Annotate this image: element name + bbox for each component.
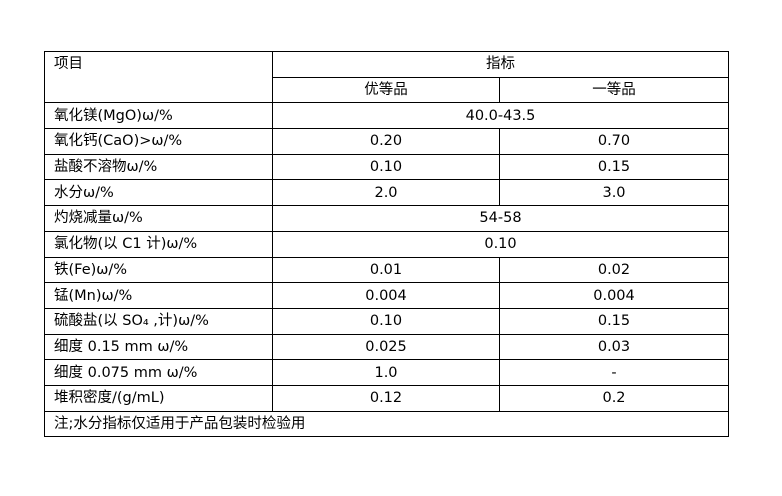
table-row: 硫酸盐(以 SO₄ ,计)ω/% 0.10 0.15 — [44, 307, 729, 335]
header-grade-first: 一等品 — [499, 76, 729, 104]
row-name: 锰(Mn)ω/% — [44, 282, 273, 309]
table-row: 锰(Mn)ω/% 0.004 0.004 — [44, 282, 729, 309]
specification-table: 项目 指标 优等品 一等品 氧化镁(MgO)ω/% 40.0-43.5 氧化钙(Ca… — [44, 50, 729, 438]
header-grade-premium: 优等品 — [272, 76, 500, 104]
row-value-premium: 0.20 — [272, 128, 500, 155]
table-row: 氧化钙(CaO)>ω/% 0.20 0.70 — [44, 128, 729, 155]
row-value-merged: 40.0-43.5 — [272, 102, 729, 130]
table-row: 堆积密度/(g/mL) 0.12 0.2 — [44, 384, 729, 412]
row-value-premium: 0.004 — [272, 282, 500, 309]
table-row: 盐酸不溶物ω/% 0.10 0.15 — [44, 153, 729, 181]
row-name: 灼烧减量ω/% — [44, 205, 273, 232]
row-value-first: 0.70 — [499, 128, 729, 155]
row-value-first: 0.03 — [499, 333, 729, 361]
table-row: 铁(Fe)ω/% 0.01 0.02 — [44, 256, 729, 284]
row-value-merged: 0.10 — [272, 230, 729, 258]
row-name: 氧化钙(CaO)>ω/% — [44, 128, 273, 155]
row-name: 氯化物(以 C1 计)ω/% — [44, 230, 273, 258]
table-row: 细度 0.15 mm ω/% 0.025 0.03 — [44, 333, 729, 361]
row-value-premium: 1.0 — [272, 359, 500, 386]
row-value-premium: 0.025 — [272, 333, 500, 361]
table-row: 氯化物(以 C1 计)ω/% 0.10 — [44, 230, 729, 258]
row-value-first: 0.15 — [499, 153, 729, 181]
header-item: 项目 — [44, 50, 273, 104]
row-name: 氧化镁(MgO)ω/% — [44, 102, 273, 130]
header-indicator: 指标 — [272, 51, 729, 78]
table-row: 灼烧减量ω/% 54-58 — [44, 205, 729, 232]
row-value-first: 0.004 — [499, 282, 729, 309]
row-name: 堆积密度/(g/mL) — [44, 384, 273, 412]
table-row: 氧化镁(MgO)ω/% 40.0-43.5 — [44, 102, 729, 130]
row-name: 硫酸盐(以 SO₄ ,计)ω/% — [44, 307, 273, 335]
row-value-first: 0.15 — [499, 307, 729, 335]
row-value-premium: 2.0 — [272, 179, 500, 207]
table-row: 细度 0.075 mm ω/% 1.0- — [44, 359, 729, 386]
note-row: 注;水分指标仅适用于产品包装时检验用 — [44, 410, 729, 438]
row-name: 细度 0.075 mm ω/% — [44, 359, 273, 386]
row-value-merged: 54-58 — [272, 205, 729, 232]
row-name: 铁(Fe)ω/% — [44, 256, 273, 284]
row-value-premium: 0.12 — [272, 384, 500, 412]
row-value-premium: 0.10 — [272, 153, 500, 181]
row-name: 细度 0.15 mm ω/% — [44, 333, 273, 361]
table-row: 水分ω/% 2.0 3.0 — [44, 179, 729, 207]
row-value-premium: 0.10 — [272, 307, 500, 335]
row-name: 水分ω/% — [44, 179, 273, 207]
row-value-first: 0.02 — [499, 256, 729, 284]
row-value-first: 3.0 — [499, 179, 729, 207]
row-value-premium: 0.01 — [272, 256, 500, 284]
header-row: 项目 指标 — [44, 50, 729, 104]
row-name: 盐酸不溶物ω/% — [44, 153, 273, 181]
note: 注;水分指标仅适用于产品包装时检验用 — [44, 410, 729, 438]
header-grade-row: 优等品 一等品 — [45, 76, 729, 104]
row-value-first: 0.2 — [499, 384, 729, 412]
row-value-first: - — [499, 359, 729, 386]
